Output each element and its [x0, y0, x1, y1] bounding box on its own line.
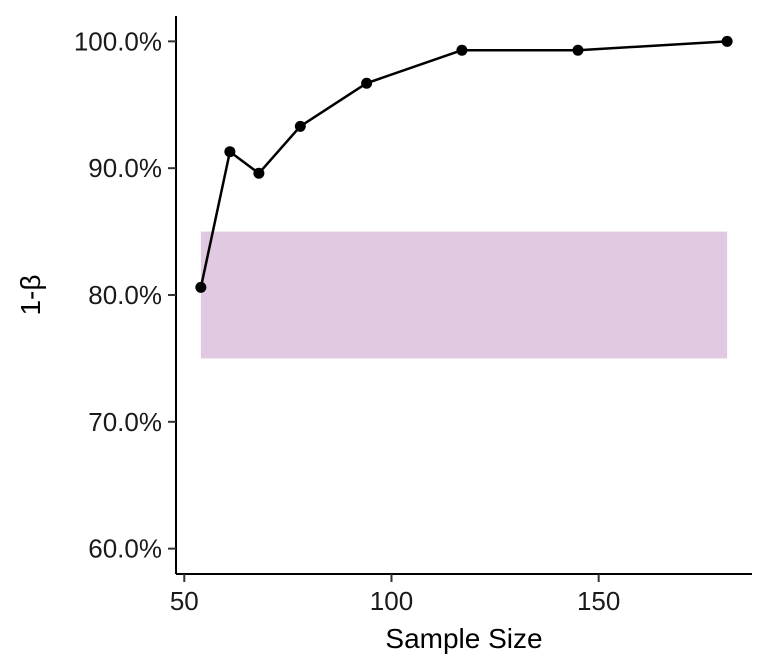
y-tick-label: 70.0% — [88, 407, 162, 437]
x-tick-label: 50 — [170, 586, 199, 616]
data-point — [224, 146, 236, 158]
y-tick-label: 100.0% — [74, 26, 162, 56]
data-point — [572, 44, 584, 56]
axes — [168, 16, 752, 582]
data-point — [195, 281, 207, 293]
x-tick-label: 100 — [370, 586, 413, 616]
series-layer — [195, 35, 733, 293]
data-point — [294, 120, 306, 132]
data-point — [456, 44, 468, 56]
target-power-band — [200, 231, 728, 359]
data-point — [253, 167, 265, 179]
power-line — [199, 40, 729, 289]
y-tick-label: 90.0% — [88, 153, 162, 183]
y-tick-label: 60.0% — [88, 534, 162, 564]
x-axis-title: Sample Size — [385, 623, 542, 654]
target-power-band-layer — [200, 231, 728, 359]
data-point — [721, 35, 733, 47]
tick-labels: 60.0% 70.0% 80.0% 90.0% 100.0% 50 100 150 — [74, 26, 621, 616]
y-tick-label: 80.0% — [88, 280, 162, 310]
y-axis-title: 1-β — [15, 274, 46, 315]
x-tick-label: 150 — [577, 586, 620, 616]
data-point — [361, 77, 373, 89]
